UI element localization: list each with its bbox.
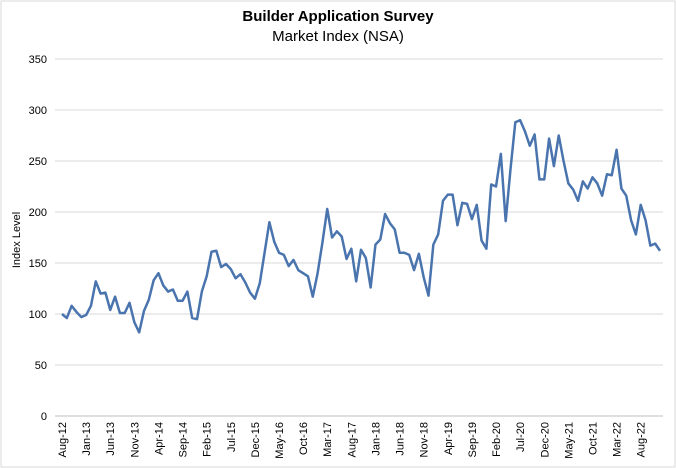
x-tick-label: Jan-18 [370,422,382,456]
x-tick-label: Jan-13 [81,422,93,456]
x-tick-label: May-16 [274,422,286,459]
series-line-market-index [61,118,662,334]
y-tick-label: 200 [29,207,47,219]
x-tick-label: Sep-14 [178,422,190,457]
y-tick-label: 250 [29,156,47,168]
x-tick-label: Oct-21 [587,422,599,455]
x-tick-label: Mar-22 [612,422,624,457]
x-tick-label: Sep-19 [467,422,479,457]
y-axis-label: Index Level [11,212,23,268]
x-axis-ticks: Aug-12 Jan-13 Jun-13 Nov-13 Apr-14 Sep-14 Feb-… [57,422,648,459]
x-tick-label: Aug-22 [636,422,648,457]
x-tick-label: Feb-15 [202,422,214,457]
x-tick-label: May-21 [563,422,575,459]
x-tick-label: Dec-15 [250,422,262,457]
x-tick-label: Feb-20 [491,422,503,457]
y-axis-ticks: 0 50 100 150 200 250 300 350 [29,54,47,423]
x-tick-label: Jun-18 [395,422,407,456]
y-tick-label: 50 [35,360,47,372]
y-tick-label: 300 [29,105,47,117]
gridlines [55,58,663,366]
x-tick-label: Mar-17 [322,422,334,457]
x-tick-label: Dec-20 [539,422,551,457]
x-tick-label: Jun-13 [105,422,117,456]
x-tick-label: Jul-15 [226,422,238,452]
chart-subtitle: Market Index (NSA) [272,28,404,45]
x-tick-label: Apr-19 [443,422,455,455]
x-tick-label: Oct-16 [298,422,310,455]
x-tick-label: Nov-13 [129,422,141,457]
x-tick-label: Aug-12 [57,422,69,457]
x-tick-label: Jul-20 [515,422,527,452]
chart-title: Builder Application Survey [242,8,434,25]
y-tick-label: 150 [29,258,47,270]
x-tick-label: Nov-18 [419,422,431,457]
x-tick-label: Apr-14 [153,422,165,455]
x-tick-label: Aug-17 [346,422,358,457]
y-tick-label: 350 [29,54,47,66]
y-tick-label: 0 [41,411,47,423]
y-tick-label: 100 [29,309,47,321]
